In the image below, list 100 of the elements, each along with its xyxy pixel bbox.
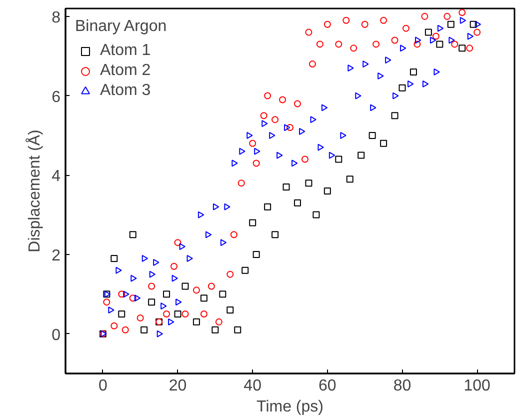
point [294, 199, 301, 206]
point [148, 282, 156, 290]
point [262, 120, 268, 128]
point [421, 12, 428, 20]
point [292, 160, 298, 167]
point [294, 100, 301, 108]
point [174, 239, 182, 246]
x-tick-label: 0 [98, 378, 108, 394]
point [321, 104, 328, 112]
y-tick-label: 6 [52, 88, 61, 106]
point [298, 128, 306, 135]
point [430, 36, 436, 44]
y-tick-label: 0 [52, 326, 61, 344]
point [380, 16, 388, 24]
point [249, 219, 256, 226]
point [328, 152, 336, 159]
point [172, 274, 178, 282]
point [286, 124, 294, 132]
point [129, 231, 136, 238]
point [378, 72, 384, 80]
point [444, 12, 451, 20]
point [122, 326, 129, 334]
point [447, 20, 454, 28]
point [110, 322, 118, 330]
point [458, 8, 466, 16]
point [160, 302, 167, 310]
point [192, 318, 200, 326]
point [380, 140, 388, 147]
point [346, 176, 354, 183]
point [129, 294, 136, 302]
point [460, 16, 466, 24]
point [324, 20, 331, 28]
point [182, 310, 189, 318]
x-tick-label: 20 [168, 378, 187, 394]
point [402, 24, 410, 32]
point [212, 203, 220, 210]
point [467, 32, 474, 40]
point [212, 326, 219, 334]
point [260, 112, 268, 120]
point [358, 152, 365, 159]
legend-label: Atom 2 [100, 62, 151, 80]
point [391, 36, 398, 44]
point [238, 180, 245, 187]
point [312, 211, 320, 218]
point [239, 148, 246, 155]
legend-label: Atom 3 [100, 82, 151, 100]
point [340, 132, 346, 139]
point [305, 180, 312, 187]
point [437, 24, 444, 32]
point [198, 211, 204, 218]
point [103, 298, 110, 306]
y-axis-title: Displacement (Å) [26, 130, 44, 252]
legend-label: Atom 1 [100, 42, 151, 60]
point [368, 132, 376, 139]
point [168, 318, 174, 326]
point [249, 140, 256, 147]
y-tick-label: 2 [52, 247, 61, 264]
point [470, 20, 477, 28]
point [234, 326, 242, 334]
point [310, 116, 316, 124]
x-tick-label: 60 [318, 378, 336, 394]
point [361, 20, 368, 28]
point [220, 239, 227, 246]
point [224, 203, 230, 210]
point [176, 298, 182, 306]
point [284, 124, 290, 132]
y-tick-label: 8 [52, 9, 61, 26]
point [186, 254, 193, 262]
point [118, 290, 126, 298]
point [458, 44, 466, 52]
point [422, 80, 429, 88]
point [205, 231, 212, 238]
point [372, 40, 380, 48]
point [342, 16, 350, 24]
point [163, 310, 170, 318]
point [324, 188, 331, 194]
point [301, 156, 308, 163]
point [226, 306, 234, 314]
x-tick-label: 40 [244, 378, 262, 394]
point [451, 40, 458, 48]
point [170, 262, 178, 270]
point [149, 270, 156, 278]
point [242, 266, 249, 274]
point [370, 104, 376, 112]
point [192, 286, 200, 294]
point [398, 84, 406, 92]
point [335, 40, 342, 48]
point [391, 112, 398, 120]
point [392, 92, 399, 100]
x-tick-label: 80 [393, 378, 412, 394]
point [348, 64, 354, 72]
y-tick-label: 4 [52, 168, 61, 186]
point [264, 203, 272, 210]
point [279, 96, 286, 104]
point [219, 290, 226, 298]
point [226, 270, 234, 278]
x-tick-label: 100 [464, 378, 491, 394]
point [136, 314, 144, 322]
point [432, 32, 440, 40]
point [305, 28, 312, 36]
